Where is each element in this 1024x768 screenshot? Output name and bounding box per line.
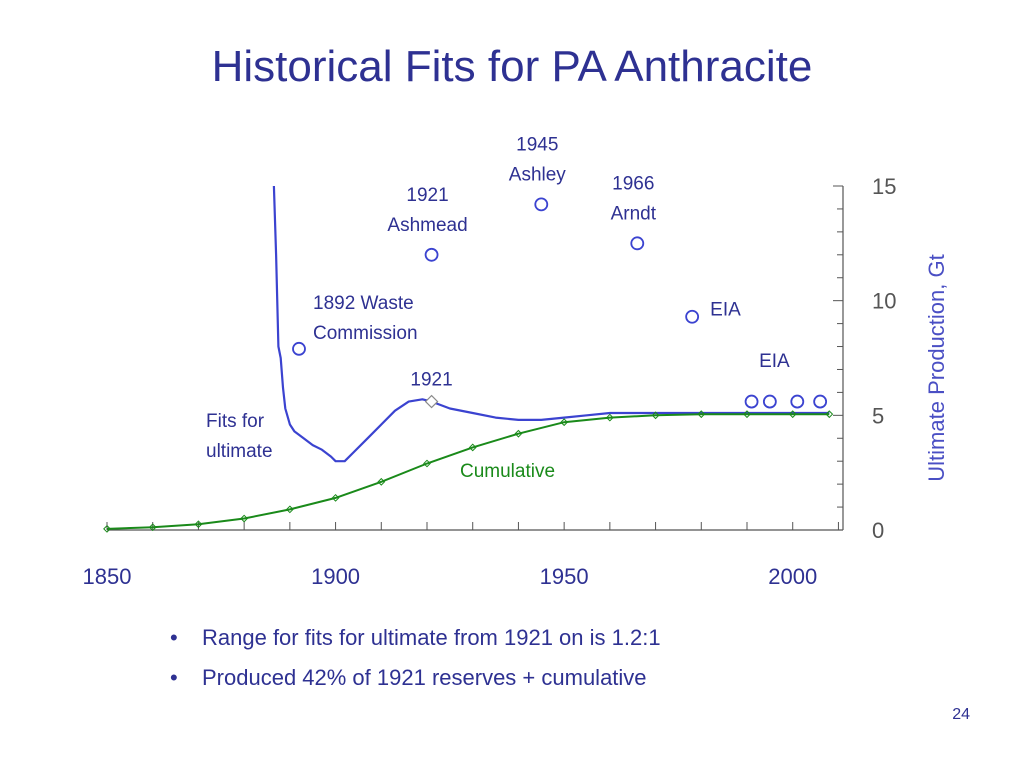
cumulative-line [106, 413, 830, 530]
cumulative-point [331, 493, 340, 502]
estimate-label: Ashmead [387, 215, 467, 236]
fit-ultimate-label: Fits for [206, 411, 265, 432]
x-tick-label: 1900 [311, 564, 360, 589]
axis-group: 1850 1900 1950 2000 0 5 10 15 Ultimate Productio… [83, 174, 949, 589]
estimate-group [292, 197, 828, 409]
annotation-label: 1921 [410, 370, 452, 391]
cumulative-point [468, 443, 477, 452]
estimate-label: Commission [313, 323, 418, 344]
cumulative-point [240, 514, 249, 523]
cumulative-point [825, 410, 834, 419]
annotation-marker [424, 394, 439, 409]
estimate-label: 1921 [406, 185, 448, 206]
estimate-label: 1892 Waste [313, 293, 414, 314]
cumulative-point [194, 520, 203, 529]
y-tick-label: 10 [872, 289, 896, 314]
bullet-list: Range for fits for ultimate from 1921 on… [170, 624, 661, 704]
cumulative-label: Cumulative [460, 461, 555, 482]
estimate-label: EIA [710, 300, 741, 321]
estimate-label: Ashley [509, 164, 567, 185]
series-group [103, 185, 834, 533]
slide-title: Historical Fits for PA Anthracite [211, 42, 813, 91]
y-axis-label: Ultimate Production, Gt [924, 254, 949, 481]
y-tick-label: 5 [872, 403, 884, 428]
estimate-point [685, 309, 700, 324]
cumulative-point [423, 459, 431, 468]
estimate-point [534, 197, 549, 212]
estimate-point [790, 394, 805, 409]
x-tick-label: 1850 [83, 564, 132, 589]
annotation-label: EIA [759, 351, 790, 372]
estimate-point [630, 236, 645, 251]
slide-number: 24 [952, 706, 970, 723]
fit-ultimate-line [272, 185, 830, 463]
x-tick-label: 2000 [768, 564, 817, 589]
estimate-point [762, 394, 777, 409]
cumulative-point [560, 418, 569, 427]
estimate-point [813, 394, 828, 409]
x-tick-label: 1950 [540, 564, 589, 589]
label-group: Fits for ultimate Cumulative 1892 Waste Comm… [206, 134, 790, 482]
estimate-point [744, 394, 759, 409]
cumulative-point [514, 429, 523, 438]
cumulative-point [651, 411, 660, 420]
estimate-point [292, 341, 306, 356]
cumulative-point [103, 524, 111, 533]
y-tick-label: 15 [872, 174, 896, 199]
cumulative-point [697, 410, 706, 419]
cumulative-point [743, 410, 751, 419]
chart: 1850 1900 1950 2000 0 5 10 15 Ultimate Productio… [83, 134, 949, 589]
estimate-label: 1966 [612, 173, 654, 194]
bullet-item: Produced 42% of 1921 reserves + cumulati… [170, 664, 661, 704]
bullet-item: Range for fits for ultimate from 1921 on… [170, 624, 661, 664]
cumulative-point [285, 505, 294, 514]
cumulative-point [148, 523, 157, 532]
y-tick-label: 0 [872, 518, 884, 543]
estimate-point [424, 247, 439, 262]
cumulative-point [605, 413, 614, 422]
cumulative-point [788, 410, 797, 419]
cumulative-point [377, 477, 386, 486]
estimate-label: 1945 [516, 134, 558, 155]
estimate-label: Arndt [611, 203, 657, 224]
fit-ultimate-label: ultimate [206, 441, 273, 462]
